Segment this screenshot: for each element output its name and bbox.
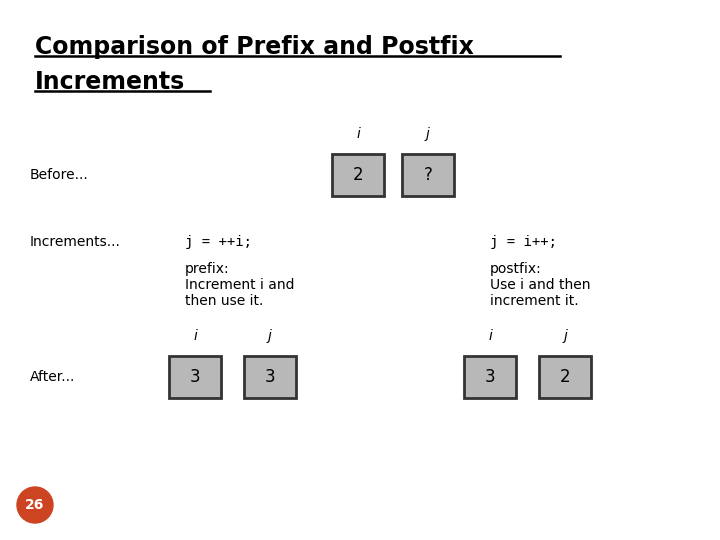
Text: 3: 3 xyxy=(485,368,495,386)
Text: j: j xyxy=(426,127,430,141)
Text: 3: 3 xyxy=(265,368,275,386)
Text: Use i and then: Use i and then xyxy=(490,278,590,292)
Text: Increment i and: Increment i and xyxy=(185,278,294,292)
Text: i: i xyxy=(193,329,197,343)
Text: j = ++i;: j = ++i; xyxy=(185,235,252,249)
Text: 26: 26 xyxy=(25,498,45,512)
FancyBboxPatch shape xyxy=(464,356,516,398)
Text: prefix:: prefix: xyxy=(185,262,230,276)
Text: i: i xyxy=(356,127,360,141)
FancyBboxPatch shape xyxy=(169,356,221,398)
FancyBboxPatch shape xyxy=(244,356,296,398)
Circle shape xyxy=(17,487,53,523)
Text: 2: 2 xyxy=(353,166,364,184)
Text: Before...: Before... xyxy=(30,168,89,182)
Text: then use it.: then use it. xyxy=(185,294,264,308)
Text: ?: ? xyxy=(423,166,433,184)
FancyBboxPatch shape xyxy=(332,154,384,196)
Text: 3: 3 xyxy=(189,368,200,386)
Text: i: i xyxy=(488,329,492,343)
Text: postfix:: postfix: xyxy=(490,262,541,276)
Text: Increments...: Increments... xyxy=(30,235,121,249)
Text: After...: After... xyxy=(30,370,76,384)
Text: j = i++;: j = i++; xyxy=(490,235,557,249)
Text: j: j xyxy=(268,329,272,343)
FancyBboxPatch shape xyxy=(402,154,454,196)
Text: increment it.: increment it. xyxy=(490,294,579,308)
Text: Increments: Increments xyxy=(35,70,185,94)
Text: Comparison of Prefix and Postfix: Comparison of Prefix and Postfix xyxy=(35,35,474,59)
Text: 2: 2 xyxy=(559,368,570,386)
FancyBboxPatch shape xyxy=(539,356,591,398)
Text: j: j xyxy=(563,329,567,343)
